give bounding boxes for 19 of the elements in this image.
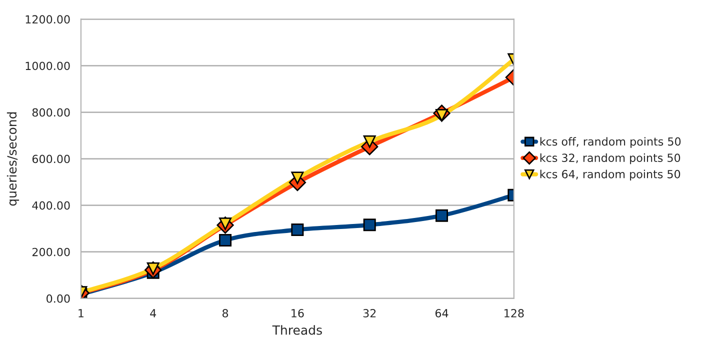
x-tick-label: 4 (150, 309, 156, 318)
y-tick-label: 1000.00 (26, 62, 70, 70)
x-tick-label: 32 (363, 309, 376, 318)
x-tick-label: 8 (222, 309, 228, 318)
legend-label: kcs 32, random points 50 (540, 153, 680, 164)
x-axis-title: Threads (272, 325, 322, 335)
legend-label: kcs off, random points 50 (540, 137, 681, 148)
legend-label: kcs 64, random points 50 (540, 170, 680, 180)
x-tick-label: 16 (292, 309, 304, 318)
y-axis-title: queries/second (6, 112, 20, 206)
x-tick-label: 1 (78, 309, 84, 318)
y-tick-label: 200.00 (32, 248, 70, 256)
x-tick-label: 64 (435, 309, 448, 318)
x-tick-label: 128 (504, 309, 524, 318)
y-tick-label: 600.00 (32, 154, 70, 164)
y-tick-label: 0.00 (46, 294, 70, 303)
y-tick-label: 1200.00 (26, 15, 70, 24)
y-tick-label: 800.00 (32, 108, 70, 117)
y-tick-label: 400.00 (32, 201, 70, 210)
